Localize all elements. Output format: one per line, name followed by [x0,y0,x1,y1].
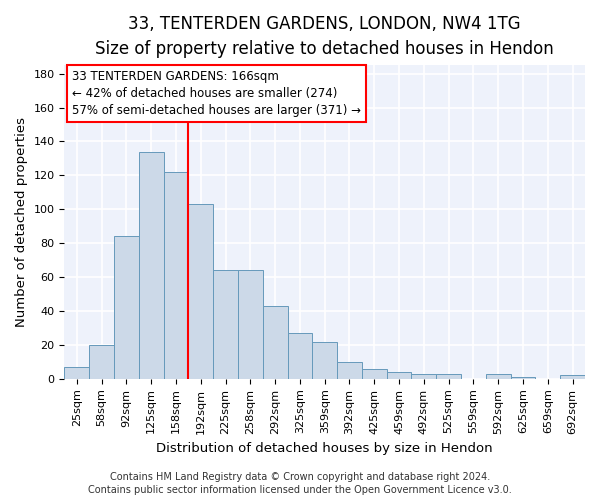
Bar [188,204,213,379]
Bar [263,306,287,379]
Bar [337,362,362,379]
Bar [313,342,337,379]
Bar [362,368,386,379]
Bar [114,236,139,379]
Bar [89,345,114,379]
Bar [164,172,188,379]
Y-axis label: Number of detached properties: Number of detached properties [15,117,28,327]
Bar [486,374,511,379]
Bar [213,270,238,379]
Bar [436,374,461,379]
Bar [64,367,89,379]
Text: Contains HM Land Registry data © Crown copyright and database right 2024.
Contai: Contains HM Land Registry data © Crown c… [88,472,512,495]
Bar [238,270,263,379]
Bar [511,377,535,379]
X-axis label: Distribution of detached houses by size in Hendon: Distribution of detached houses by size … [157,442,493,455]
Bar [412,374,436,379]
Bar [139,152,164,379]
Bar [386,372,412,379]
Title: 33, TENTERDEN GARDENS, LONDON, NW4 1TG
Size of property relative to detached hou: 33, TENTERDEN GARDENS, LONDON, NW4 1TG S… [95,15,554,58]
Text: 33 TENTERDEN GARDENS: 166sqm
← 42% of detached houses are smaller (274)
57% of s: 33 TENTERDEN GARDENS: 166sqm ← 42% of de… [72,70,361,117]
Bar [287,333,313,379]
Bar [560,376,585,379]
